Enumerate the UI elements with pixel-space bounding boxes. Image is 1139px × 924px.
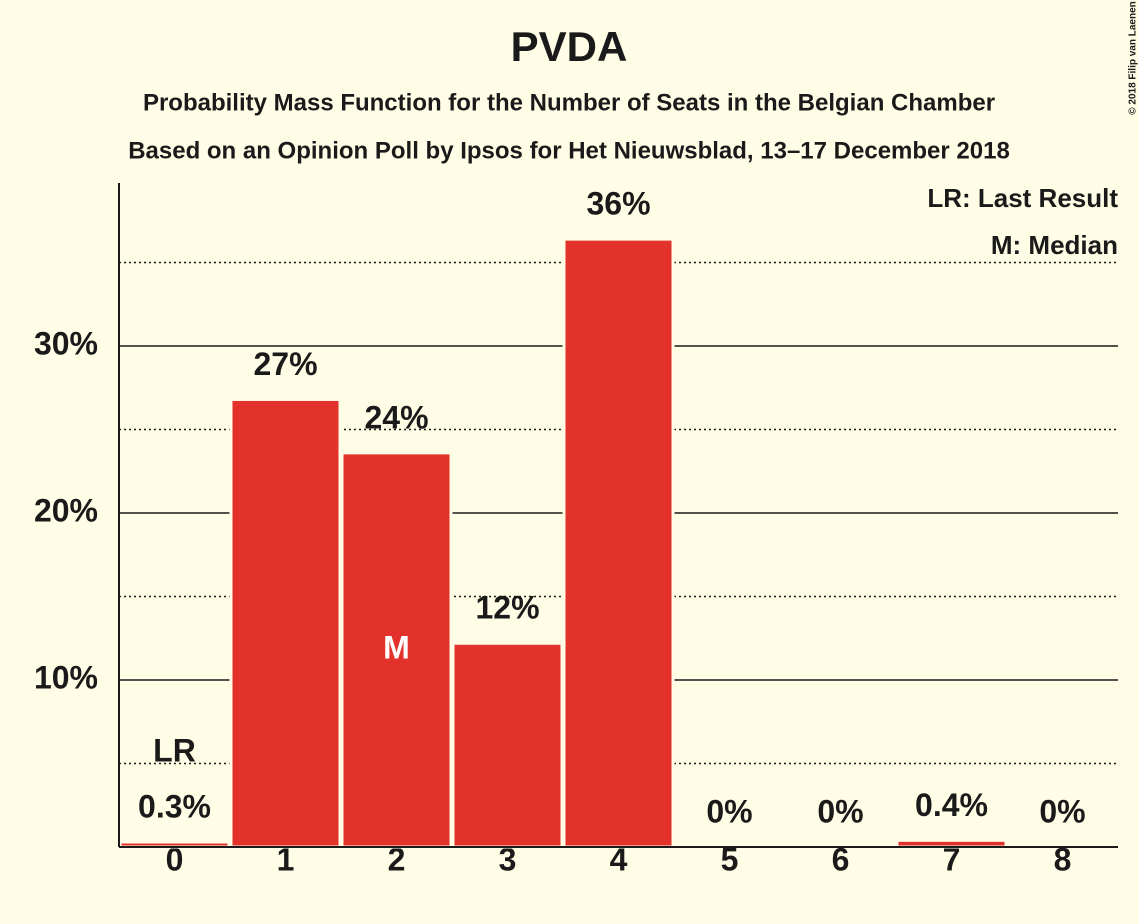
y-tick-label: 30%	[34, 325, 98, 361]
bar	[562, 237, 675, 849]
x-tick-label: 2	[388, 841, 406, 877]
subtitle: Probability Mass Function for the Number…	[143, 89, 995, 116]
value-label: 0.4%	[915, 787, 988, 823]
x-tick-label: 6	[832, 841, 850, 877]
value-label: 27%	[253, 346, 317, 382]
x-tick-label: 8	[1054, 841, 1072, 877]
bar	[229, 397, 342, 849]
credit: © 2018 Filip van Laenen	[1128, 1, 1139, 115]
value-label: 36%	[586, 186, 650, 222]
value-label: 0.3%	[138, 788, 211, 824]
y-tick-label: 10%	[34, 659, 98, 695]
x-tick-label: 3	[499, 841, 517, 877]
annotation: LR	[153, 732, 196, 768]
x-tick-label: 4	[610, 841, 628, 877]
legend-entry: M: Median	[991, 230, 1118, 260]
chart-title: PVDA	[511, 23, 628, 70]
subtitle: Based on an Opinion Poll by Ipsos for He…	[128, 137, 1010, 164]
x-tick-label: 0	[166, 841, 184, 877]
value-label: 0%	[706, 793, 752, 829]
bar	[895, 838, 1008, 849]
value-label: 12%	[475, 590, 539, 626]
value-label: 24%	[364, 399, 428, 435]
annotation: M	[383, 629, 410, 665]
bar	[340, 451, 453, 849]
value-label: 0%	[1039, 793, 1085, 829]
value-label: 0%	[817, 793, 863, 829]
bar	[451, 641, 564, 849]
legend-entry: LR: Last Result	[927, 183, 1118, 213]
x-tick-label: 7	[943, 841, 961, 877]
y-tick-label: 20%	[34, 492, 98, 528]
x-tick-label: 5	[721, 841, 739, 877]
x-tick-label: 1	[277, 841, 295, 877]
